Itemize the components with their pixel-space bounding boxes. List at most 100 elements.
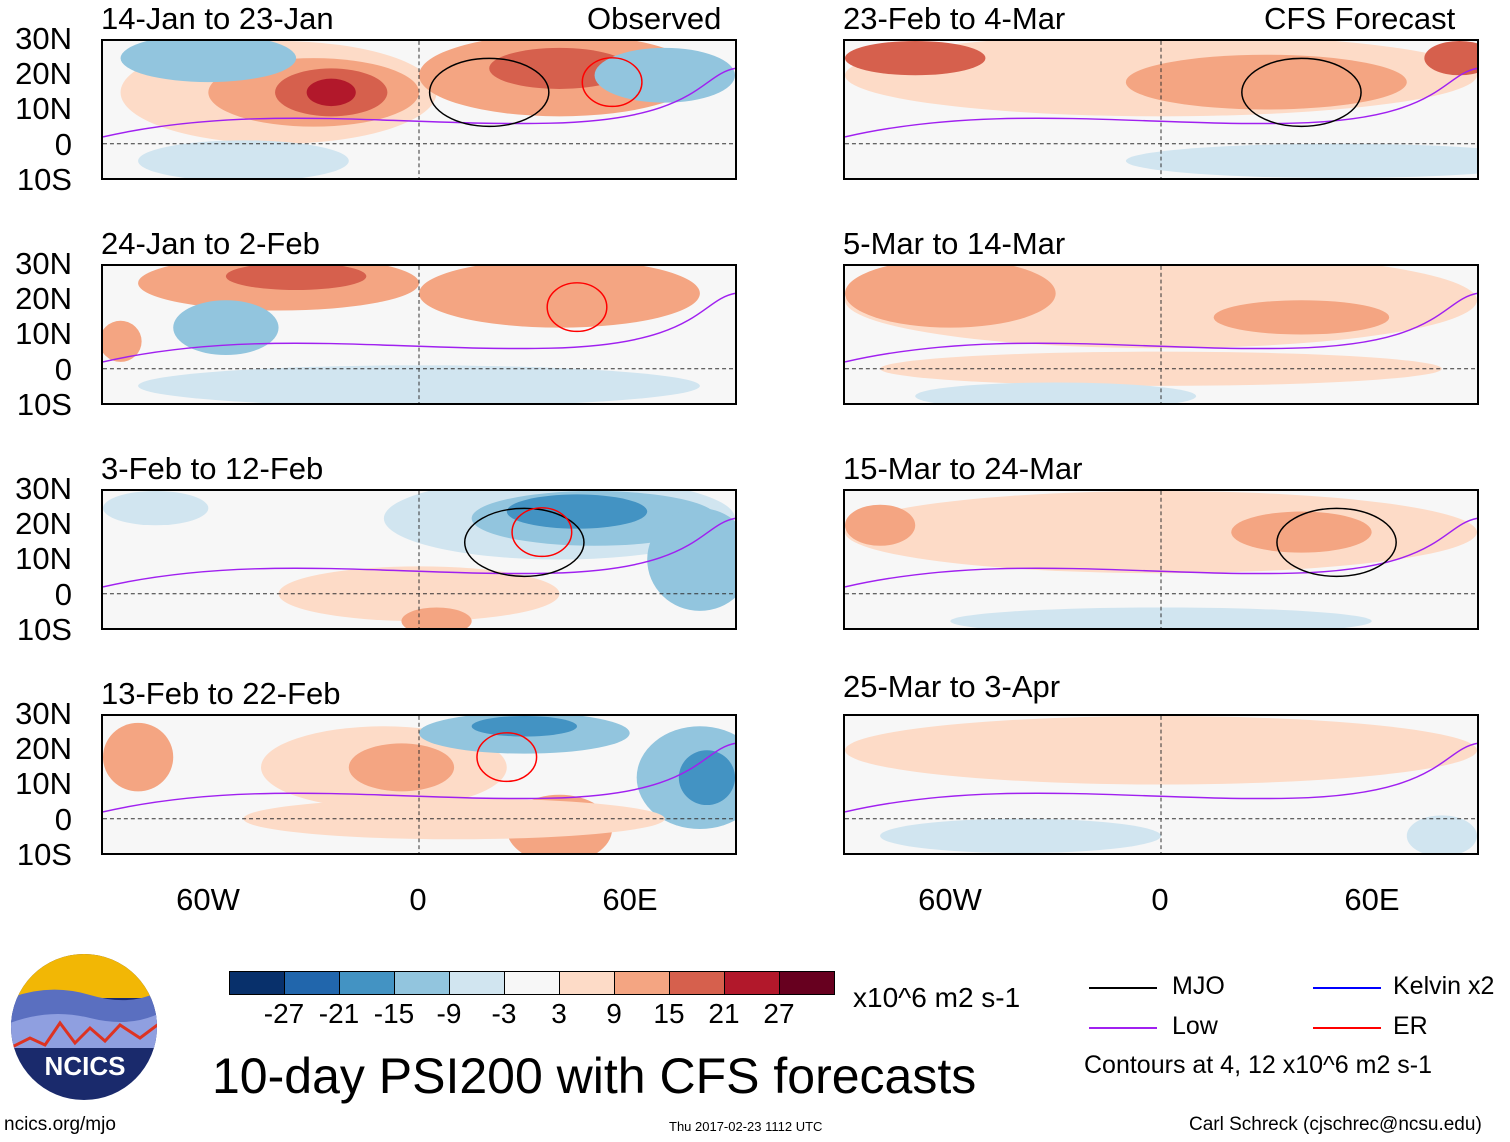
lat-label: 0 — [54, 576, 72, 612]
colorbar-swatch — [505, 972, 560, 994]
lat-label: 10S — [16, 161, 72, 197]
logo-text: NCICS — [45, 1051, 126, 1081]
panel-date-label: 14-Jan to 23-Jan — [101, 1, 334, 36]
low-contour — [845, 742, 1477, 813]
colorbar-swatch — [560, 972, 615, 994]
shading-blob — [306, 78, 356, 107]
lon-label: 60E — [1344, 882, 1400, 917]
shading-blob — [489, 47, 630, 89]
shading-blob — [471, 716, 577, 737]
colorbar-swatch — [285, 972, 340, 994]
er-contour — [546, 282, 608, 333]
colorbar-tick-label: -9 — [436, 998, 462, 1029]
shading-blob — [120, 41, 297, 83]
legend-label-low: Low — [1172, 1012, 1218, 1040]
footer-url[interactable]: ncics.org/mjo — [4, 1114, 116, 1135]
lat-label: 10S — [16, 836, 72, 872]
map-panel — [101, 264, 737, 405]
observed-header: Observed — [587, 1, 722, 36]
shading-blob — [173, 300, 279, 356]
contours-note: Contours at 4, 12 x10^6 m2 s-1 — [1084, 1051, 1433, 1079]
lat-label: 0 — [54, 351, 72, 387]
shading-blob — [348, 743, 455, 792]
lon-label: 60E — [602, 882, 658, 917]
shading-blob — [1406, 815, 1477, 853]
legend-swatch-low — [1089, 1027, 1157, 1029]
colorbar-swatch — [725, 972, 780, 994]
footer-author: Carl Schreck (cjschrec@ncsu.edu) — [1189, 1114, 1482, 1135]
shading-blob — [647, 508, 735, 611]
mjo-contour — [428, 57, 550, 128]
lat-label: 20N — [15, 506, 72, 542]
shading-blob — [594, 47, 735, 103]
legend-label-er: ER — [1393, 1012, 1428, 1040]
lat-label: 10N — [15, 91, 72, 127]
lon-label: 60W — [176, 882, 240, 917]
colorbar-tick-label: 21 — [708, 998, 740, 1029]
shading-blob — [880, 818, 1161, 853]
lat-label: 30N — [15, 246, 72, 281]
map-panel — [101, 489, 737, 630]
shading-blob — [1125, 54, 1407, 110]
map-panel — [843, 489, 1479, 630]
shading-blob — [1231, 511, 1372, 553]
shading-blob — [1125, 143, 1477, 178]
shading-blob — [845, 266, 1056, 328]
mjo-contour — [463, 507, 585, 578]
colorbar-tick-label: 9 — [606, 998, 622, 1029]
panel-date-label: 15-Mar to 24-Mar — [843, 451, 1083, 486]
shading-blob — [419, 266, 700, 328]
mjo-contour — [1241, 57, 1362, 128]
lat-label: 0 — [54, 126, 72, 162]
lat-label: 30N — [15, 471, 72, 506]
colorbar-swatch — [395, 972, 450, 994]
mjo-contour — [1276, 507, 1397, 578]
map-panel — [843, 264, 1479, 405]
colorbar-swatch — [615, 972, 670, 994]
colorbar-swatch — [230, 972, 285, 994]
lat-label: 30N — [15, 21, 72, 56]
low-contour — [845, 292, 1477, 363]
lat-label: 20N — [15, 281, 72, 317]
legend-swatch-er — [1313, 1027, 1381, 1029]
shading-blob — [950, 607, 1372, 628]
colorbar-tick-label: -27 — [263, 998, 305, 1029]
low-contour — [845, 517, 1477, 588]
figure-title: 10-day PSI200 with CFS forecasts — [212, 1048, 977, 1104]
lat-label: 20N — [15, 56, 72, 92]
er-contour — [476, 732, 538, 783]
map-panel — [101, 39, 737, 180]
shading-blob — [1213, 300, 1390, 335]
shading-blob — [678, 750, 735, 806]
lat-label: 10S — [16, 386, 72, 422]
ncics-logo: NCICS — [11, 954, 157, 1100]
lat-label: 10N — [15, 541, 72, 577]
colorbar — [229, 971, 835, 995]
lat-label: 20N — [15, 731, 72, 767]
shading-blob — [103, 320, 142, 362]
shading-blob — [915, 382, 1197, 403]
lon-label: 60W — [918, 882, 982, 917]
colorbar-swatch — [670, 972, 725, 994]
lat-label: 30N — [15, 696, 72, 731]
colorbar-tick-label: -21 — [318, 998, 360, 1029]
shading-blob — [103, 491, 209, 526]
colorbar-tick-label: -15 — [373, 998, 415, 1029]
lat-label: 0 — [54, 801, 72, 837]
panel-date-label: 3-Feb to 12-Feb — [101, 451, 324, 486]
panel-date-label: 25-Mar to 3-Apr — [843, 669, 1061, 704]
footer-timestamp: Thu 2017-02-23 1112 UTC — [669, 1119, 823, 1134]
colorbar-tick-label: 3 — [551, 998, 567, 1029]
lat-label: 10N — [15, 316, 72, 352]
lon-label: 0 — [1151, 882, 1169, 917]
shading-blob — [845, 41, 986, 76]
shading-blob — [845, 504, 916, 546]
panel-date-label: 13-Feb to 22-Feb — [101, 676, 341, 711]
colorbar-units: x10^6 m2 s-1 — [853, 982, 1021, 1013]
map-panel — [101, 714, 737, 855]
low-contour — [103, 67, 735, 138]
low-contour — [103, 292, 735, 363]
colorbar-tick-label: 15 — [653, 998, 685, 1029]
shading-blob — [1424, 41, 1477, 76]
colorbar-swatch — [450, 972, 505, 994]
